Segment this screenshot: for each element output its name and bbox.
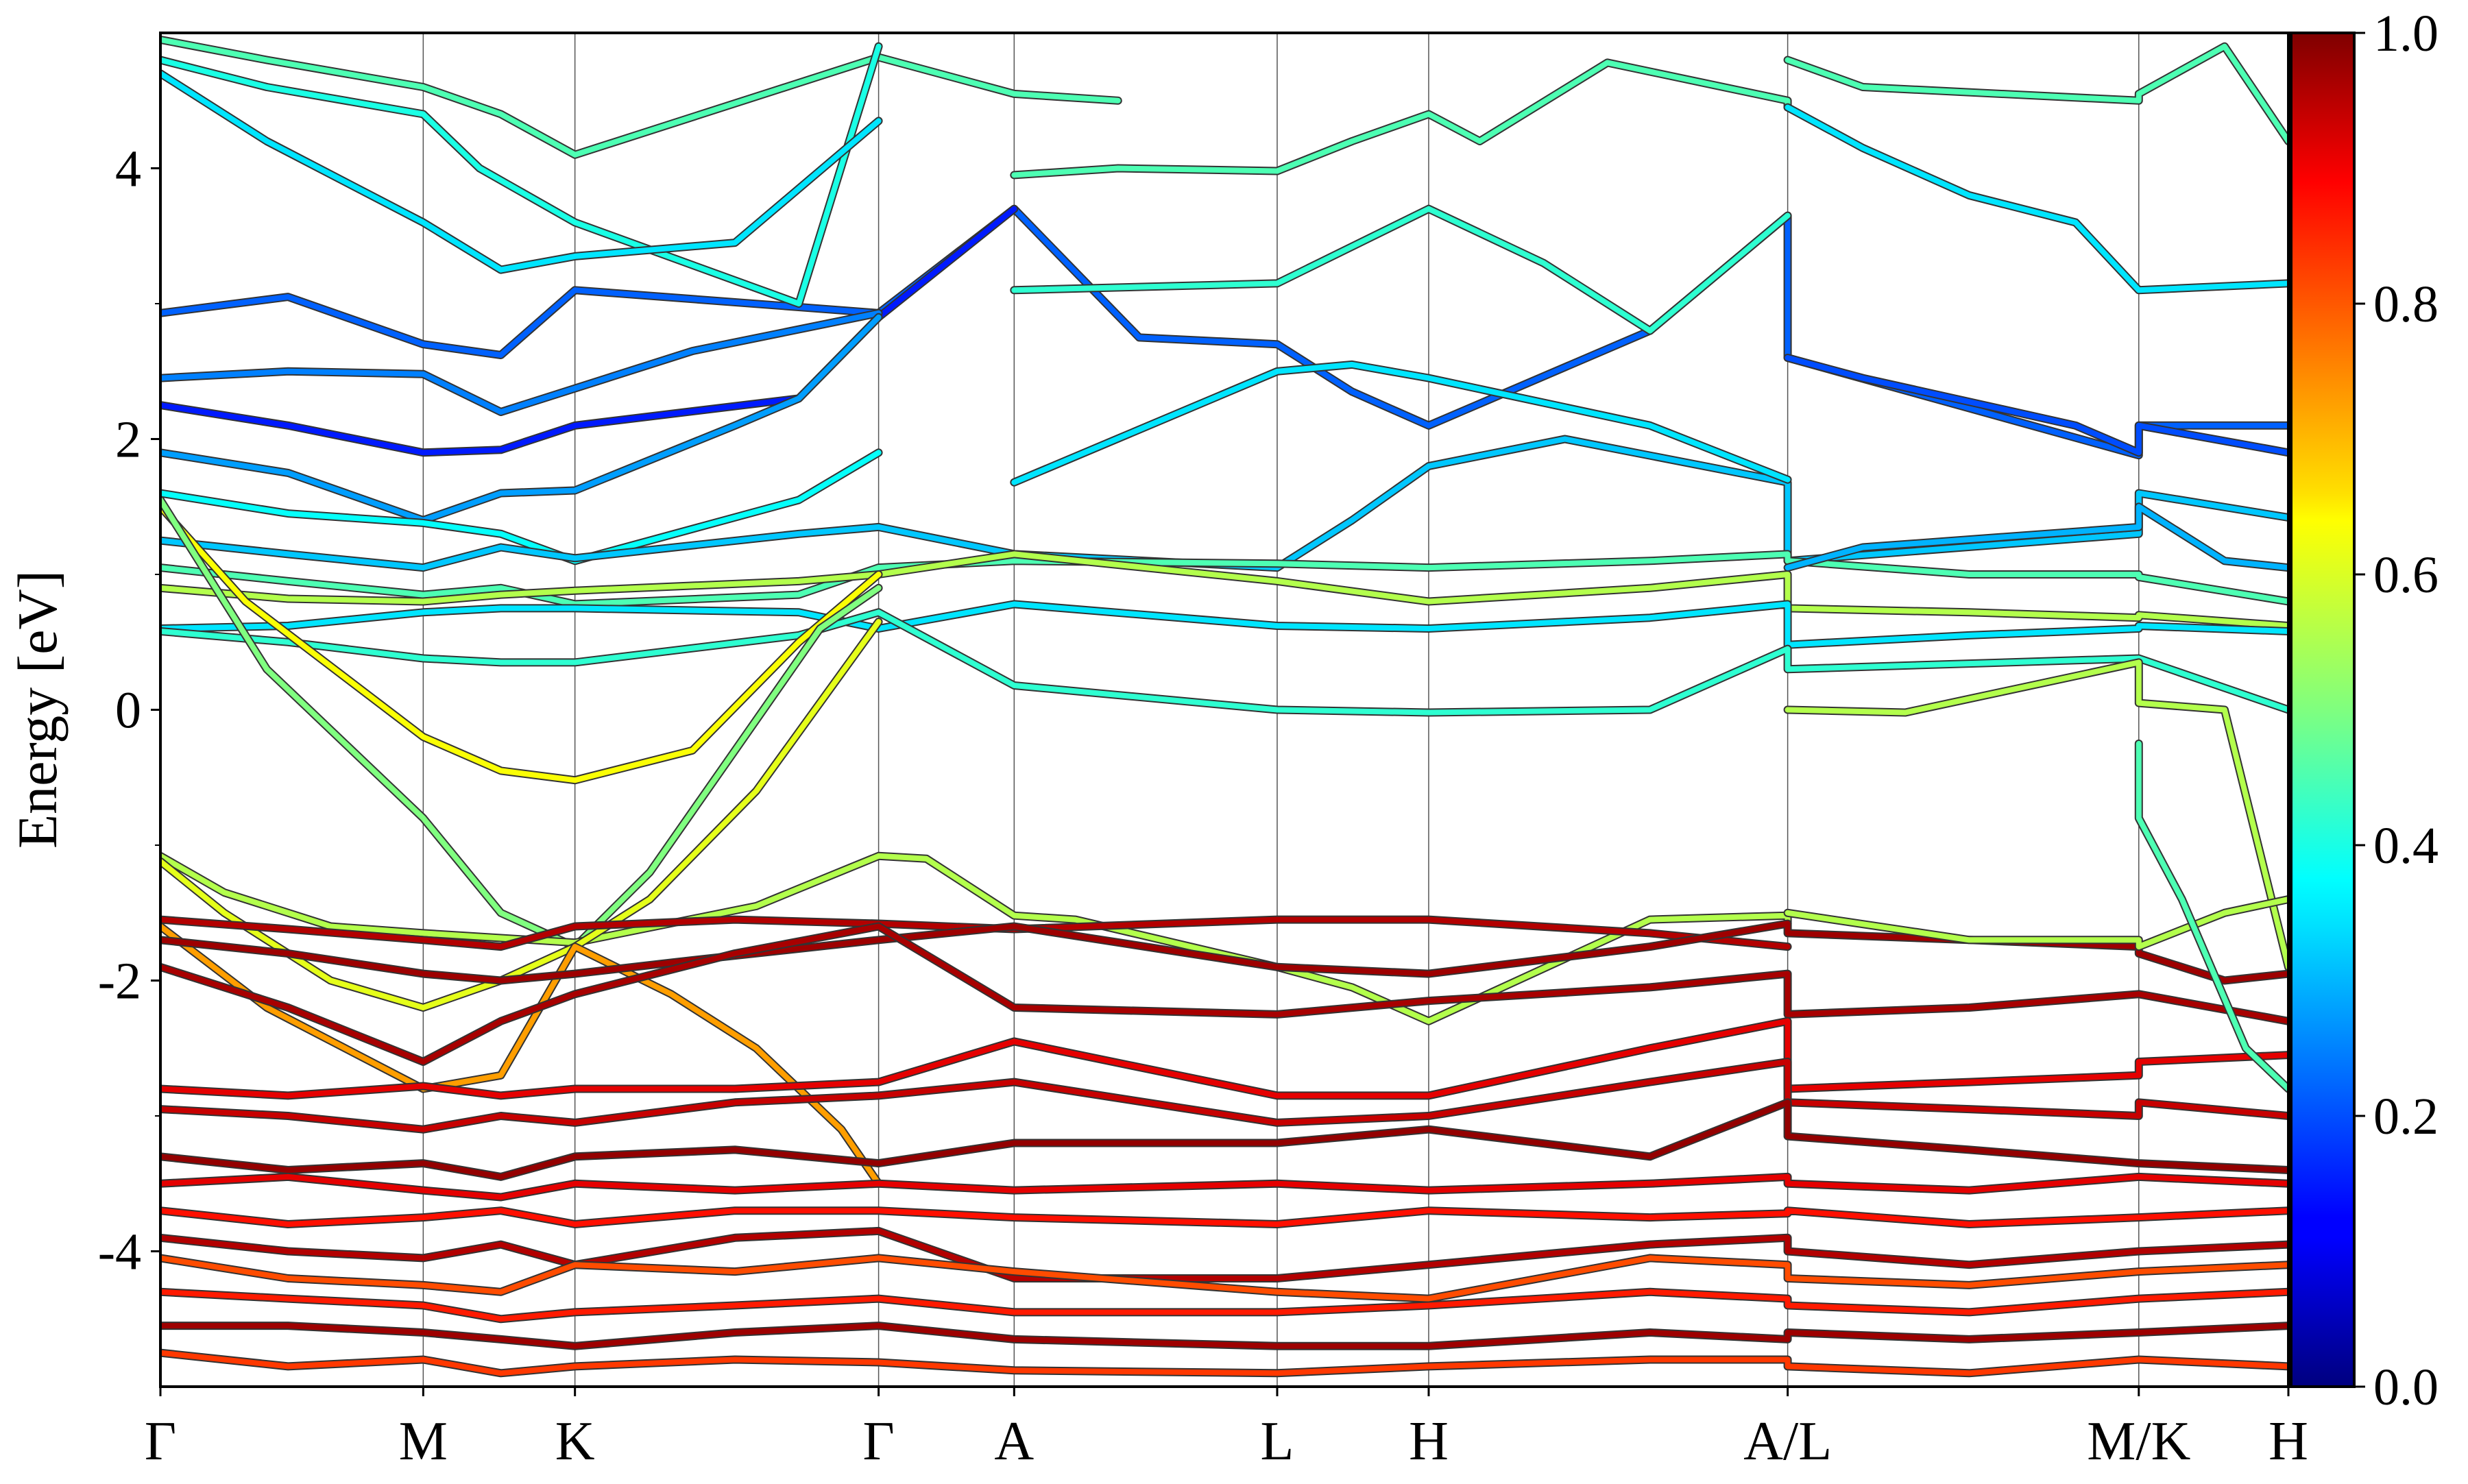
band-line xyxy=(160,916,1791,950)
band-line xyxy=(2136,740,2288,1092)
band-line xyxy=(160,1208,2288,1227)
colorbar-gradient xyxy=(2290,32,2356,1388)
colorbar: 0.0 0.2 0.4 0.6 0.8 1.0 xyxy=(2290,5,2439,1416)
band-outline xyxy=(160,1226,2288,1282)
band-line xyxy=(160,923,2288,1065)
band-line xyxy=(160,551,2288,607)
x-axis: Γ M K Γ A L H A/L M/K H xyxy=(145,1387,2308,1472)
kpoint-label: K xyxy=(555,1411,595,1472)
band-lines xyxy=(160,35,2288,1378)
band-line xyxy=(160,206,2288,459)
band-line xyxy=(160,1323,2288,1349)
band-outline xyxy=(160,496,883,951)
colorbar-tick-label: 0.2 xyxy=(2373,1088,2439,1145)
band-line xyxy=(160,450,882,564)
y-axis-label: Energy [eV] xyxy=(6,570,69,849)
band-line xyxy=(160,1255,2288,1302)
band-outline xyxy=(1783,103,2288,295)
colorbar-tick-label: 0.8 xyxy=(2373,276,2439,333)
kpoint-label: L xyxy=(1261,1411,1294,1472)
band-line xyxy=(160,71,882,273)
colorbar-ticks: 0.0 0.2 0.4 0.6 0.8 1.0 xyxy=(2354,5,2439,1416)
y-tick-label: -2 xyxy=(98,953,141,1010)
band-line xyxy=(160,1289,2288,1322)
band-line xyxy=(1011,361,1791,485)
band-line xyxy=(160,314,882,523)
band-line xyxy=(160,1099,2288,1180)
band-line xyxy=(1785,504,2288,571)
band-line xyxy=(1785,659,2288,970)
band-outline xyxy=(160,204,2288,460)
colorbar-tick-label: 1.0 xyxy=(2373,5,2439,62)
band-line xyxy=(160,1173,2288,1200)
band-line xyxy=(160,551,2288,629)
band-outline xyxy=(1010,360,1792,487)
band-line xyxy=(160,497,882,950)
band-line xyxy=(1785,897,2288,950)
kpoint-label: H xyxy=(1409,1411,1449,1472)
band-line xyxy=(160,1059,2288,1132)
band-line xyxy=(160,310,882,415)
band-line xyxy=(1011,60,1791,178)
colorbar-tick-label: 0.6 xyxy=(2373,546,2439,604)
band-line xyxy=(160,43,882,306)
band-outline xyxy=(160,204,1019,457)
y-tick-label: 0 xyxy=(115,682,141,740)
band-outline xyxy=(160,69,883,274)
y-axis: 4 2 0 -2 -4 xyxy=(98,141,160,1281)
colorbar-tick-label: 0.4 xyxy=(2373,817,2439,875)
y-tick-label: 4 xyxy=(115,141,141,198)
kpoint-label: M xyxy=(399,1411,448,1472)
kpoint-label: M/K xyxy=(2087,1411,2190,1472)
band-line xyxy=(160,601,2288,648)
band-line xyxy=(160,1018,2288,1099)
band-line xyxy=(160,36,1121,158)
band-line xyxy=(160,1228,2288,1281)
band-outline xyxy=(1010,58,1792,180)
band-outline xyxy=(160,308,883,416)
y-tick-label: 2 xyxy=(115,411,141,469)
band-line xyxy=(160,504,882,783)
band-line xyxy=(160,1350,2288,1376)
band-outline xyxy=(160,922,883,1188)
band-line xyxy=(1785,43,2288,144)
colorbar-tick-label: 0.0 xyxy=(2373,1359,2439,1416)
band-line xyxy=(160,206,1017,456)
band-line xyxy=(160,609,2288,716)
band-line xyxy=(160,923,882,1187)
y-tick-label: -4 xyxy=(98,1224,141,1281)
kpoint-label: Γ xyxy=(862,1411,894,1472)
kpoint-label: Γ xyxy=(145,1411,176,1472)
kpoint-label: A xyxy=(994,1411,1034,1472)
band-line xyxy=(1011,206,1791,334)
kpoint-label: A/L xyxy=(1743,1411,1832,1472)
band-line xyxy=(1785,355,2288,456)
band-line xyxy=(1785,104,2288,293)
band-line xyxy=(160,853,1791,1024)
kpoint-label: H xyxy=(2269,1411,2308,1472)
